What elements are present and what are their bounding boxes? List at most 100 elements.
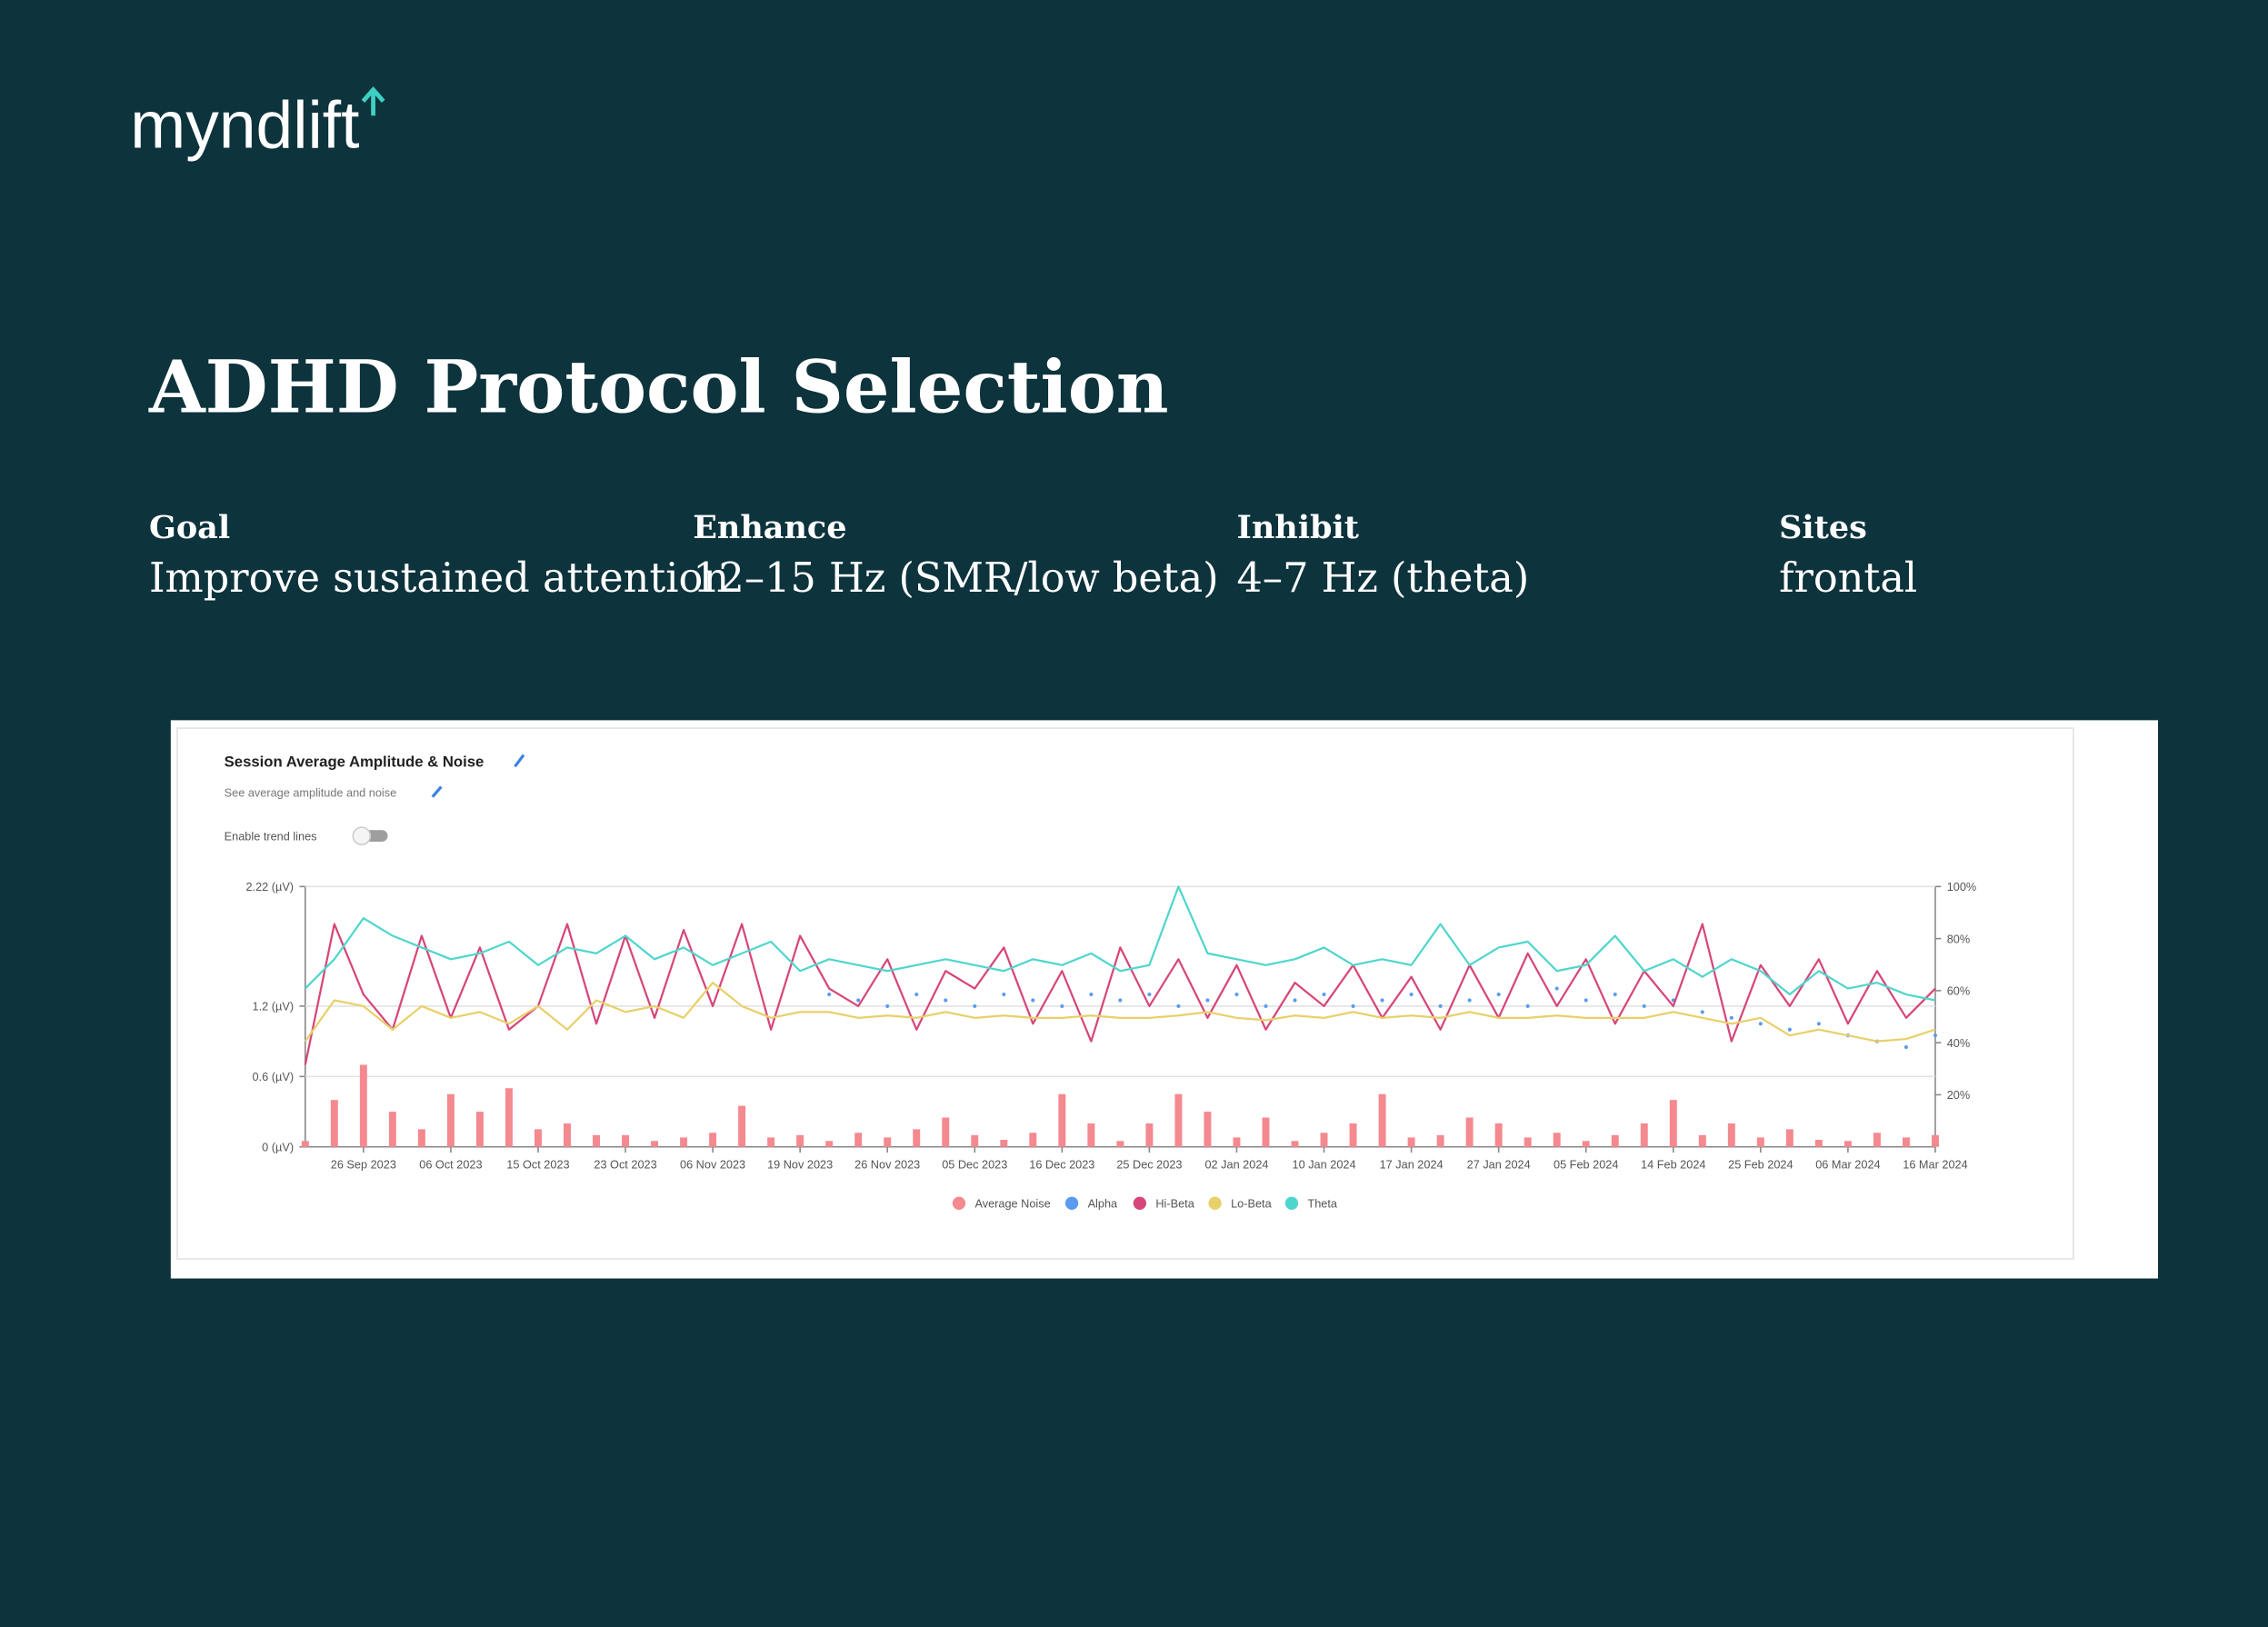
data-point <box>1700 1010 1704 1014</box>
noise-bar <box>1174 1093 1183 1147</box>
data-point <box>1496 992 1501 997</box>
field-label: Inhibit <box>1236 509 1359 546</box>
data-point <box>1205 998 1210 1003</box>
data-point <box>1729 1015 1733 1020</box>
chart: 0 (µV) 0.6 (µV) 1.2 (µV) 2.22 (µV) 20% 40% 60%… <box>245 880 1976 1210</box>
data-point <box>1903 1045 1909 1050</box>
noise-bar <box>1436 1134 1444 1147</box>
x-tick-label: 26 Nov 2023 <box>854 1158 920 1172</box>
noise-bar <box>1698 1134 1706 1147</box>
field-value: Improve sustained attention <box>149 554 729 602</box>
noise-bar <box>1814 1140 1823 1147</box>
legend-label: Theta <box>1307 1197 1337 1211</box>
edit-icon[interactable] <box>431 785 443 798</box>
data-point <box>1031 998 1035 1003</box>
data-point <box>973 1003 977 1009</box>
data-point <box>1409 992 1414 997</box>
toggle-knob[interactable] <box>352 826 372 846</box>
y2-tick-label: 40% <box>1947 1036 1970 1050</box>
x-tick-label: 06 Mar 2024 <box>1815 1158 1880 1172</box>
noise-bar <box>388 1112 396 1147</box>
noise-bar <box>854 1133 863 1147</box>
logo-arrow <box>361 86 385 116</box>
noise-bar <box>1524 1137 1532 1147</box>
noise-bar <box>1000 1140 1008 1147</box>
data-point <box>827 992 832 997</box>
legend-swatch <box>1284 1196 1299 1210</box>
noise-bar <box>1349 1123 1357 1147</box>
legend-swatch <box>1133 1196 1147 1210</box>
x-tick-label: 27 Jan 2024 <box>1467 1158 1531 1172</box>
noise-bar <box>1611 1134 1619 1147</box>
noise-bar <box>301 1141 309 1147</box>
legend-label: Hi-Beta <box>1155 1197 1194 1211</box>
noise-bar <box>1669 1100 1677 1147</box>
data-point <box>856 998 861 1003</box>
noise-bar <box>564 1123 571 1147</box>
y-tick-label: 0 (µV) <box>262 1141 294 1154</box>
data-point <box>1758 1022 1763 1026</box>
noise-bar <box>767 1137 775 1147</box>
data-point <box>1467 998 1472 1003</box>
data-point <box>1438 1003 1443 1009</box>
data-point <box>1787 1027 1792 1032</box>
noise-bar <box>446 1093 455 1147</box>
data-point <box>1147 992 1152 997</box>
data-point <box>1089 992 1094 997</box>
data-point <box>1642 1003 1646 1009</box>
noise-bar <box>1640 1123 1648 1147</box>
noise-bar <box>330 1100 338 1147</box>
noise-bar <box>1873 1133 1881 1147</box>
noise-bar <box>1407 1137 1415 1147</box>
series-line <box>304 923 1936 1065</box>
noise-bar <box>1233 1137 1241 1147</box>
x-tick-label: 06 Nov 2023 <box>680 1158 745 1172</box>
toggle-label: Enable trend lines <box>225 829 317 843</box>
data-point <box>1351 1003 1355 1009</box>
x-tick-label: 14 Feb 2024 <box>1641 1158 1705 1172</box>
x-tick-label: 19 Nov 2023 <box>767 1158 833 1172</box>
data-point <box>1816 1022 1821 1026</box>
field-value: 12–15 Hz (SMR/low beta) <box>693 554 1218 602</box>
noise-bar <box>1291 1141 1299 1147</box>
noise-bar <box>1262 1117 1270 1147</box>
noise-bar <box>1116 1141 1124 1147</box>
data-point <box>1002 992 1006 997</box>
field-label: Sites <box>1779 509 1867 546</box>
data-point <box>1613 992 1617 997</box>
edit-icon[interactable] <box>514 754 525 768</box>
chart-card <box>176 727 2074 1260</box>
data-point <box>1264 1003 1268 1009</box>
data-point <box>1584 998 1588 1003</box>
x-tick-label: 25 Dec 2023 <box>1116 1158 1182 1172</box>
chart-subtitle: See average amplitude and noise <box>225 786 397 800</box>
data-point <box>1525 1003 1530 1009</box>
noise-bar <box>884 1137 892 1147</box>
noise-bar <box>1727 1123 1735 1147</box>
protocol-table: Goal Improve sustained attention Enhance 12… <box>149 509 1917 602</box>
field-value: frontal <box>1779 554 1917 602</box>
noise-bar <box>1494 1123 1503 1147</box>
noise-bar <box>417 1129 425 1147</box>
y-tick-label: 1.2 (µV) <box>253 1000 295 1013</box>
noise-bar <box>1465 1117 1474 1147</box>
noise-bar <box>680 1137 688 1147</box>
data-point <box>1293 998 1297 1003</box>
chart-title: Session Average Amplitude & Noise <box>225 753 485 770</box>
x-tick-label: 02 Jan 2024 <box>1204 1158 1268 1172</box>
data-point <box>1322 992 1326 997</box>
data-point <box>1060 1003 1064 1009</box>
y2-tick-label: 20% <box>1947 1088 1970 1102</box>
x-tick-label: 15 Oct 2023 <box>506 1158 569 1172</box>
data-point <box>944 998 948 1003</box>
legend-label: Alpha <box>1088 1197 1118 1211</box>
noise-bar <box>796 1134 804 1147</box>
legend-swatch <box>1208 1196 1222 1210</box>
y2-tick-label: 60% <box>1947 984 1970 998</box>
noise-bar <box>942 1117 950 1147</box>
noise-bar <box>593 1134 600 1147</box>
field-label: Goal <box>149 509 230 546</box>
noise-bar <box>971 1134 979 1147</box>
